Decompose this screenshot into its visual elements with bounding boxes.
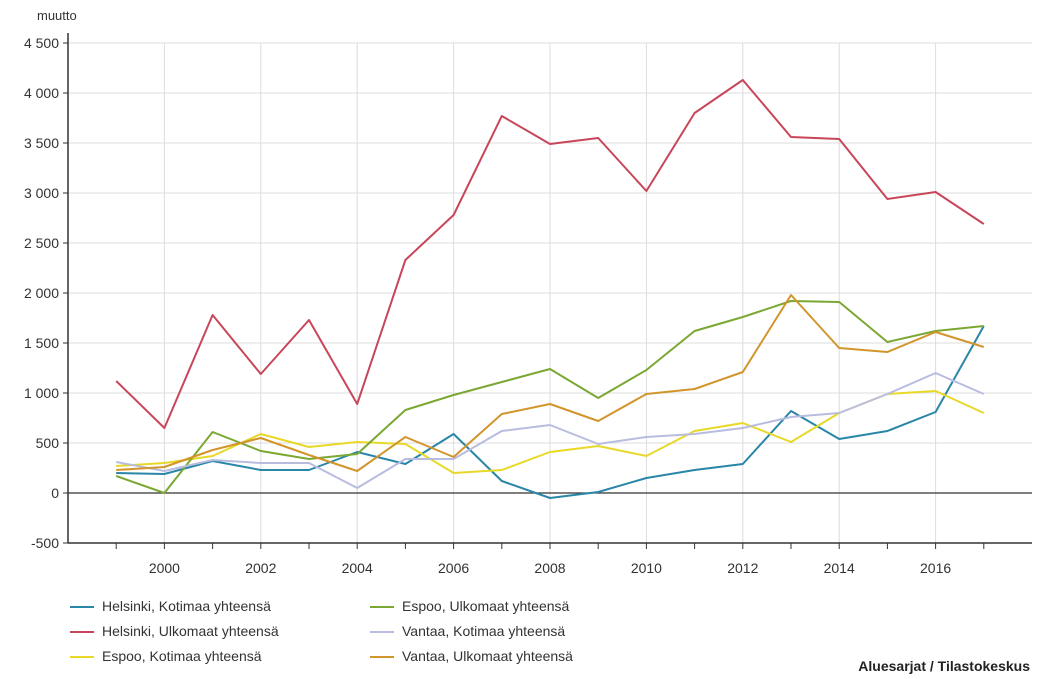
x-tick-label: 2014	[824, 560, 855, 576]
y-tick-label: 3 500	[24, 135, 59, 151]
y-tick-label: 2 000	[24, 285, 59, 301]
x-tick-label: 2004	[342, 560, 373, 576]
x-tick-label: 2012	[727, 560, 758, 576]
y-ticks: -500 0 500 1 000 1 500 2 000 2 500 3 000 3 500 4 …	[24, 35, 68, 551]
source-credit: Aluesarjat / Tilastokeskus	[858, 658, 1030, 674]
legend-swatch	[370, 606, 394, 609]
legend-item-vantaa-kotimaa[interactable]: Vantaa, Kotimaa yhteensä	[370, 623, 565, 639]
x-tick-label: 2016	[920, 560, 951, 576]
y-tick-label: 2 500	[24, 235, 59, 251]
legend-item-helsinki-ulkomaat[interactable]: Helsinki, Ulkomaat yhteensä	[70, 623, 279, 639]
line-chart: muutto -500 0 500 1 000 1 500 2 000 2 500 3 000…	[24, 8, 1032, 576]
x-tick-label: 2002	[245, 560, 276, 576]
legend-swatch	[70, 656, 94, 659]
legend-item-espoo-kotimaa[interactable]: Espoo, Kotimaa yhteensä	[70, 648, 262, 664]
series-line-3	[115, 300, 984, 494]
y-tick-label: 500	[36, 435, 60, 451]
series-lines	[115, 79, 985, 499]
series-line-5	[116, 294, 985, 472]
y-tick-label: -500	[31, 535, 59, 551]
legend-label: Espoo, Kotimaa yhteensä	[102, 648, 262, 664]
y-axis-label: muutto	[37, 8, 77, 23]
legend-swatch	[370, 656, 394, 659]
y-tick-label: 0	[51, 485, 59, 501]
y-tick-label: 1 000	[24, 385, 59, 401]
legend-label: Helsinki, Kotimaa yhteensä	[102, 598, 271, 614]
series-line-0	[116, 325, 985, 499]
legend-swatch	[70, 631, 94, 634]
x-tick-label: 2000	[149, 560, 180, 576]
y-tick-label: 3 000	[24, 185, 59, 201]
x-ticks: 2000 2002 2004 2006 2008 2010 2012 2014 2016	[115, 543, 985, 576]
y-tick-label: 1 500	[24, 335, 59, 351]
legend-item-espoo-ulkomaat[interactable]: Espoo, Ulkomaat yhteensä	[370, 598, 569, 614]
x-tick-label: 2008	[534, 560, 565, 576]
y-tick-label: 4 500	[24, 35, 59, 51]
y-tick-label: 4 000	[24, 85, 59, 101]
legend-label: Helsinki, Ulkomaat yhteensä	[102, 623, 279, 639]
legend-label: Vantaa, Ulkomaat yhteensä	[402, 648, 573, 664]
legend-swatch	[370, 631, 394, 634]
series-line-1	[115, 79, 985, 429]
legend-swatch	[70, 606, 94, 609]
series-line-4	[116, 372, 985, 489]
legend-label: Espoo, Ulkomaat yhteensä	[402, 598, 570, 614]
gridlines	[68, 42, 1032, 544]
legend-item-helsinki-kotimaa[interactable]: Helsinki, Kotimaa yhteensä	[70, 598, 271, 614]
x-tick-label: 2006	[438, 560, 469, 576]
x-tick-label: 2010	[631, 560, 662, 576]
legend-item-vantaa-ulkomaat[interactable]: Vantaa, Ulkomaat yhteensä	[370, 648, 573, 664]
legend-label: Vantaa, Kotimaa yhteensä	[402, 623, 566, 639]
